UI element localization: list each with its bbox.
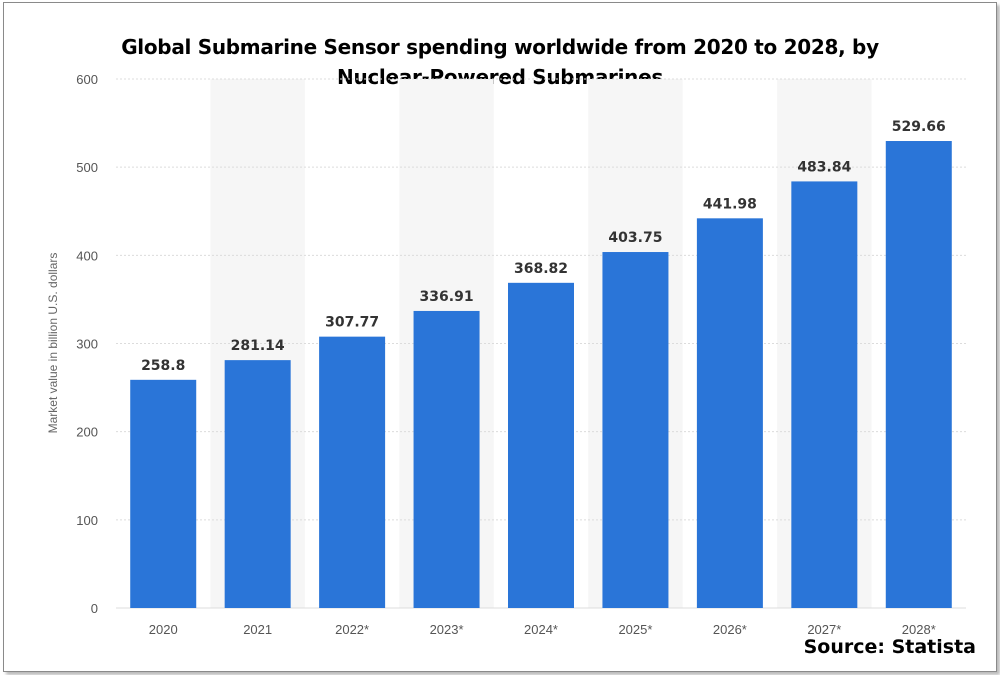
data-label: 441.98 — [703, 196, 757, 212]
data-label: 258.8 — [141, 358, 185, 374]
data-label: 307.77 — [325, 315, 379, 331]
data-label: 483.84 — [797, 159, 851, 175]
data-label: 281.14 — [231, 338, 285, 354]
x-tick-label: 2021 — [243, 622, 272, 637]
y-axis-label: Market value in billion U.S. dollars — [46, 253, 60, 434]
data-label: 529.66 — [892, 119, 946, 135]
x-tick-label: 2022* — [335, 622, 369, 637]
data-label: 336.91 — [420, 289, 474, 305]
chart-title-line-1: Global Submarine Sensor spending worldwi… — [121, 35, 879, 59]
source-note: Source: Statista — [803, 636, 976, 658]
bar — [602, 252, 669, 608]
bar — [224, 360, 291, 608]
bar — [885, 141, 952, 609]
x-tick-label: 2024* — [524, 622, 558, 637]
data-label: 368.82 — [514, 261, 568, 277]
y-tick-label: 400 — [76, 248, 98, 263]
y-tick-label: 600 — [76, 72, 98, 87]
x-tick-label: 2025* — [618, 622, 652, 637]
bars — [130, 141, 952, 609]
y-tick-label: 500 — [76, 160, 98, 175]
value-labels: 258.8 281.14 307.77 336.91 368.82 403.75 441.9… — [141, 119, 946, 374]
y-tick-label: 200 — [76, 425, 98, 440]
y-tick-label: 100 — [76, 513, 98, 528]
bar — [413, 310, 480, 608]
x-tick-label: 2023* — [430, 622, 464, 637]
x-tick-label: 2027* — [807, 622, 841, 637]
x-tick-label: 2020 — [149, 622, 178, 637]
data-label: 403.75 — [608, 230, 662, 246]
y-tick-label: 300 — [76, 337, 98, 352]
bar — [696, 218, 763, 608]
bar — [319, 336, 386, 608]
x-tick-label: 2026* — [713, 622, 747, 637]
x-axis-ticks: 2020 2021 2022* 2023* 2024* 2025* 2026* 2027* 20… — [149, 622, 936, 637]
y-tick-label: 0 — [91, 601, 98, 616]
bar — [791, 181, 858, 608]
y-axis-ticks: 0 100 200 300 400 500 600 — [76, 72, 98, 616]
bar — [130, 379, 197, 608]
bar — [508, 282, 574, 608]
x-tick-label: 2028* — [902, 622, 936, 637]
